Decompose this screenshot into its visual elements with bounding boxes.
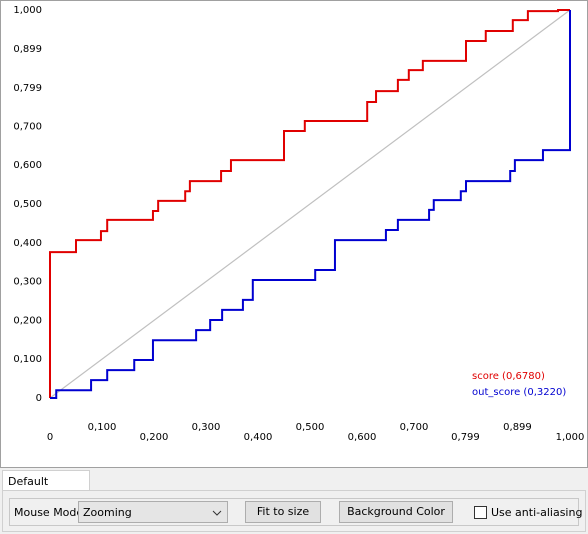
x-tick-label: 1,000 [556, 432, 585, 443]
background-button[interactable]: Background Color [339, 501, 453, 523]
x-tick-label: 0,100 [88, 422, 117, 433]
series-line [50, 10, 571, 399]
mouse-mode-select[interactable]: Zooming [78, 501, 228, 523]
fit-button[interactable]: Fit to size [245, 501, 321, 523]
x-tick-label: 0,200 [140, 432, 169, 443]
y-tick-label: 0,600 [13, 160, 42, 171]
legend-entry: score (0,6780) [472, 371, 545, 382]
y-tick-label: 0,700 [13, 121, 42, 132]
y-tick-label: 0,200 [13, 315, 42, 326]
diagonal [49, 9, 571, 399]
mouse-mode-label: Mouse Mode [14, 506, 84, 519]
y-tick-label: 0,400 [13, 238, 42, 249]
y-tick-label: 0,899 [13, 44, 42, 55]
x-tick-label: 0,400 [244, 432, 273, 443]
x-tick-label: 0,600 [348, 432, 377, 443]
x-tick-label: 0 [47, 432, 53, 443]
y-tick-label: 0,300 [13, 277, 42, 288]
x-tick-label: 0,700 [400, 422, 429, 433]
antialias-label[interactable]: Use anti-aliasing [491, 506, 583, 519]
y-tick-label: 0 [36, 393, 42, 404]
tab[interactable]: Default Settings [2, 470, 90, 501]
y-tick-label: 0,799 [13, 83, 42, 94]
x-tick-label: 0,799 [451, 432, 480, 443]
chart-border [0, 0, 588, 468]
x-tick-label: 0,500 [296, 422, 325, 433]
series-line [49, 9, 570, 398]
x-tick-label: 0,899 [503, 422, 532, 433]
chart: 0 0,100 0,200 0,300 0,400 0,500 0,600 0,700 0,79… [0, 0, 588, 468]
y-tick-label: 0,100 [13, 354, 42, 365]
select-value: Zooming [83, 506, 132, 519]
x-tick-label: 0,300 [192, 422, 221, 433]
y-tick-label: 1,000 [13, 5, 42, 16]
controls-row [9, 498, 579, 526]
chevron [212, 510, 222, 516]
y-tick-label: 0,500 [13, 199, 42, 210]
antialias-checkbox[interactable] [474, 506, 487, 519]
legend-entry: out_score (0,3220) [472, 387, 566, 398]
